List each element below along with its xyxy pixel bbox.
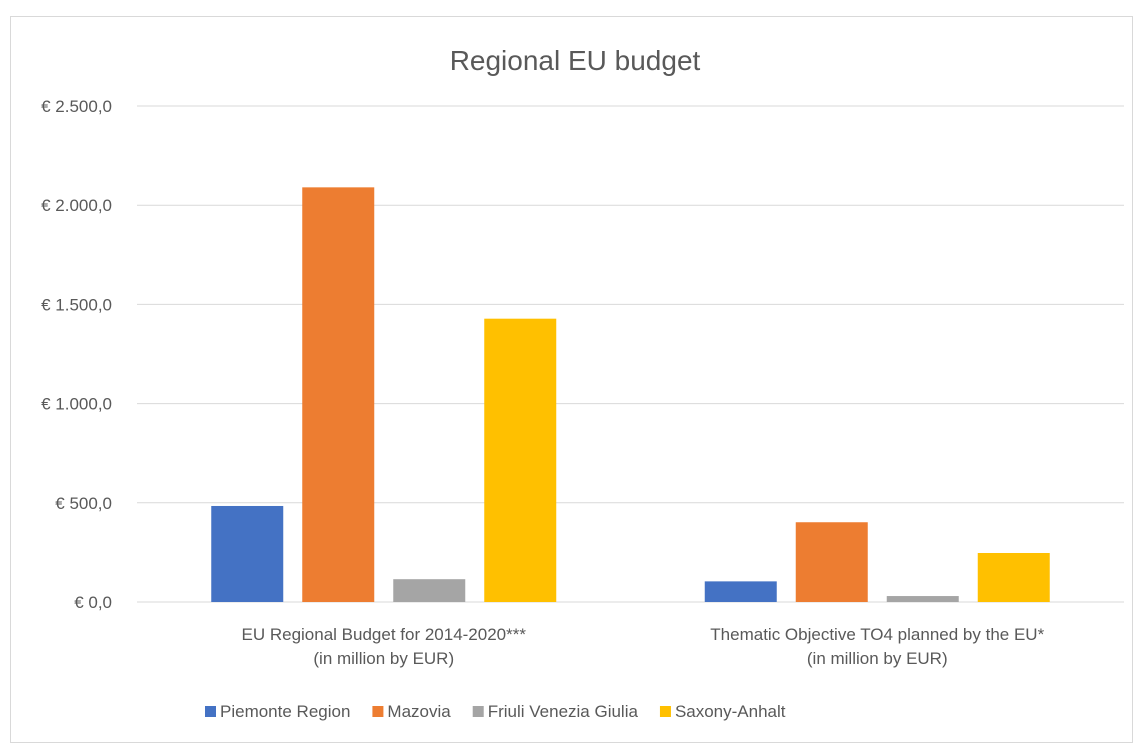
legend-item: Piemonte Region (205, 702, 350, 721)
legend-label: Saxony-Anhalt (675, 702, 786, 721)
y-tick-label: € 2.500,0 (41, 97, 112, 116)
bars (211, 187, 1050, 602)
category-label: (in million by EUR) (313, 649, 454, 668)
legend-item: Friuli Venezia Giulia (472, 702, 639, 721)
bar-piemonte-region-1 (704, 581, 777, 602)
bar-saxony-anhalt-1 (977, 552, 1050, 602)
bar-mazovia-1 (795, 522, 868, 602)
legend-swatch (205, 706, 216, 717)
legend-label: Mazovia (387, 702, 451, 721)
y-axis-tick-labels: € 0,0 € 500,0 € 1.000,0 € 1.500,0 € 2.000,0 €… (41, 97, 112, 612)
category-label: Thematic Objective TO4 planned by the EU… (710, 625, 1044, 644)
bar-saxony-anhalt-0 (484, 318, 557, 602)
y-tick-label: € 2.000,0 (41, 196, 112, 215)
legend-swatch (659, 706, 671, 717)
gridlines (137, 105, 1124, 603)
category-label: EU Regional Budget for 2014-2020*** (242, 625, 527, 644)
legend-label: Friuli Venezia Giulia (488, 702, 639, 721)
bar-piemonte-region-0 (211, 505, 284, 602)
legend: Piemonte Region Mazovia Friuli Venezia Giu… (205, 702, 786, 721)
chart-frame (10, 16, 1133, 743)
legend-label: Piemonte Region (220, 702, 350, 721)
bar-friuli-venezia-giulia-1 (886, 596, 959, 602)
bar-mazovia-0 (302, 187, 375, 602)
legend-item: Saxony-Anhalt (659, 702, 786, 721)
legend-swatch (472, 706, 484, 717)
category-label: (in million by EUR) (807, 649, 948, 668)
y-tick-label: € 1.500,0 (41, 295, 112, 314)
chart-title: Regional EU budget (450, 45, 701, 76)
category-labels: EU Regional Budget for 2014-2020*** (in m… (242, 625, 1045, 668)
y-tick-label: € 0,0 (74, 593, 112, 612)
legend-swatch (372, 706, 384, 717)
legend-item: Mazovia (372, 702, 451, 721)
bar-friuli-venezia-giulia-0 (393, 579, 466, 602)
y-tick-label: € 500,0 (55, 494, 112, 513)
y-tick-label: € 1.000,0 (41, 395, 112, 414)
